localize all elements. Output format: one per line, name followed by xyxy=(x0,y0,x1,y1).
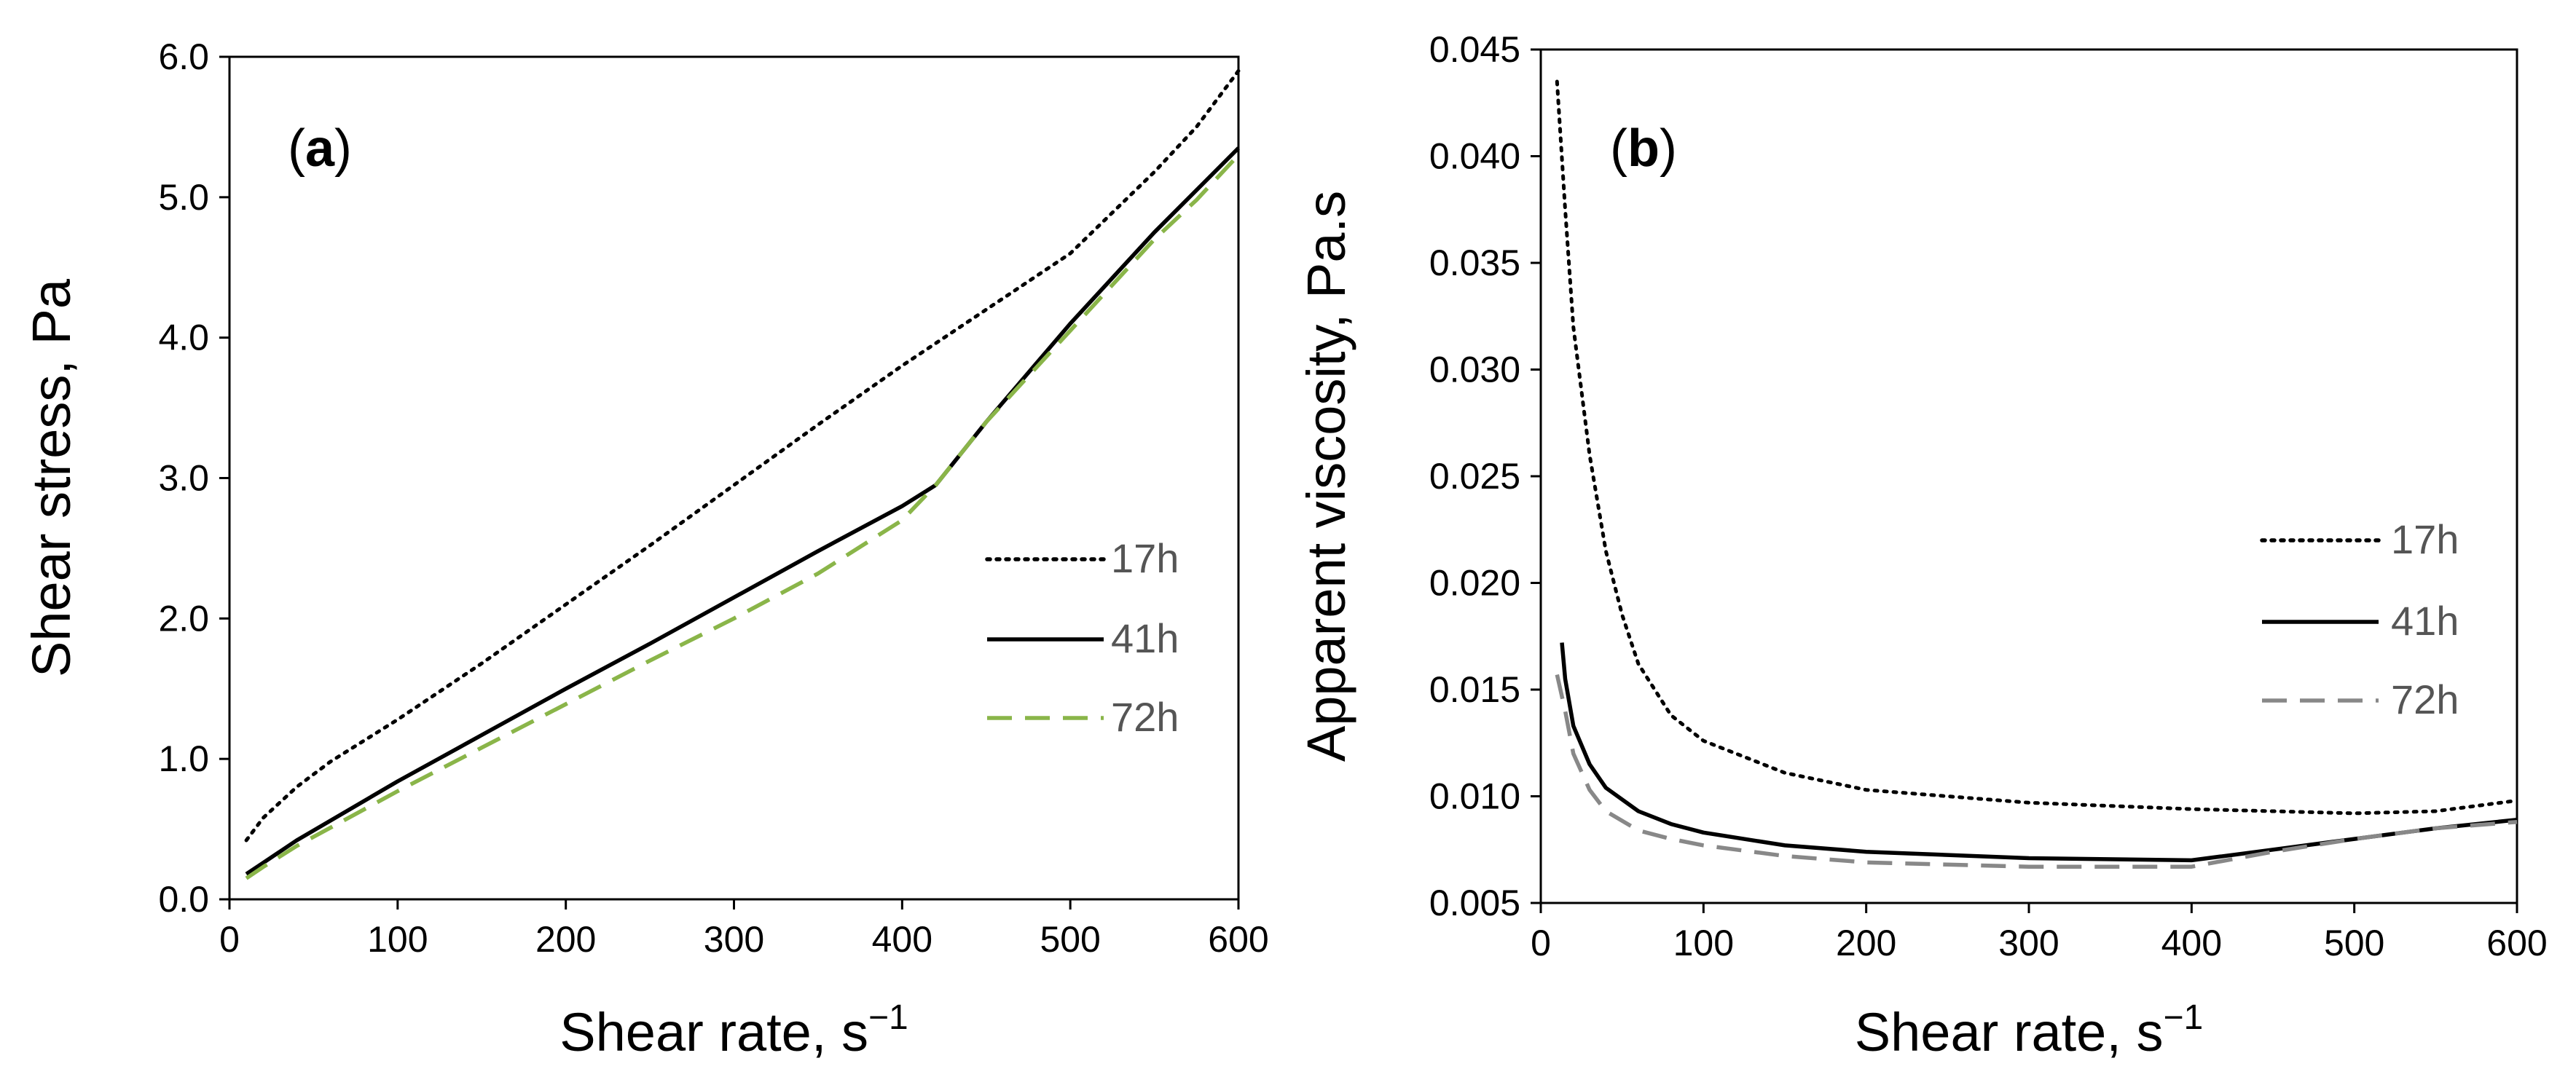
y-tick-label: 0.025 xyxy=(1429,456,1520,497)
y-tick-label: 0.015 xyxy=(1429,669,1520,710)
series-line-72h xyxy=(1555,674,2518,869)
legend-label-72h: 72h xyxy=(1111,694,1179,740)
plot-frame xyxy=(1539,48,2518,904)
panel-label: (b) xyxy=(1610,119,1677,178)
y-axis-label: Apparent viscosity, Pa.s xyxy=(1296,191,1356,762)
series-line-17h xyxy=(1555,79,2519,816)
series-line-41h xyxy=(1560,642,2518,863)
y-tick-label: 0.020 xyxy=(1429,563,1520,604)
x-tick-label: 0 xyxy=(1531,923,1551,963)
x-axis-label: Shear rate, s−1 xyxy=(559,998,908,1062)
plot-frame xyxy=(228,55,1240,901)
legend-label-41h: 41h xyxy=(1111,615,1179,661)
legend-label-17h: 17h xyxy=(1111,535,1179,581)
x-tick-label: 200 xyxy=(535,919,596,960)
legend-label-41h: 41h xyxy=(2391,598,2459,644)
y-tick-label: 2.0 xyxy=(158,598,209,639)
x-tick-label: 600 xyxy=(1208,919,1268,960)
y-tick-label: 4.0 xyxy=(158,317,209,358)
x-tick-label: 300 xyxy=(1998,923,2059,963)
y-tick-label: 0.035 xyxy=(1429,242,1520,283)
x-tick-label: 600 xyxy=(2486,923,2547,963)
y-tick-label: 0.0 xyxy=(158,879,209,920)
y-tick-label: 1.0 xyxy=(158,738,209,779)
series-line-41h xyxy=(245,146,1240,876)
x-tick-label: 500 xyxy=(2324,923,2384,963)
y-tick-label: 0.040 xyxy=(1429,136,1520,177)
x-tick-label: 500 xyxy=(1040,919,1100,960)
x-tick-label: 400 xyxy=(2161,923,2222,963)
panel-label: (a) xyxy=(288,119,352,178)
x-axis-label: Shear rate, s−1 xyxy=(1855,998,2203,1062)
x-tick-label: 400 xyxy=(872,919,932,960)
series-line-17h xyxy=(244,68,1241,843)
y-tick-label: 3.0 xyxy=(158,458,209,499)
x-tick-label: 0 xyxy=(219,919,240,960)
x-tick-label: 100 xyxy=(1673,923,1734,963)
y-tick-label: 0.030 xyxy=(1429,350,1520,390)
x-tick-label: 100 xyxy=(367,919,428,960)
x-tick-label: 300 xyxy=(704,919,764,960)
legend-label-72h: 72h xyxy=(2391,676,2459,722)
series-line-72h xyxy=(245,154,1241,880)
y-tick-label: 0.005 xyxy=(1429,883,1520,923)
y-tick-label: 0.045 xyxy=(1429,29,1520,70)
panel-a-chart: 0 100 200 300 400 500 600 0.0 1.0 2.0 3.0 4.0 5.0 6.0… xyxy=(21,36,1269,1062)
y-tick-label: 5.0 xyxy=(158,177,209,218)
legend-label-17h: 17h xyxy=(2391,516,2459,562)
panel-b-chart: 0 100 200 300 400 500 600 0.005 0.010 0.015 0.020 0… xyxy=(1296,29,2548,1062)
y-tick-label: 0.010 xyxy=(1429,776,1520,817)
x-tick-label: 200 xyxy=(1836,923,1896,963)
y-axis-label: Shear stress, Pa xyxy=(21,278,82,677)
y-tick-label: 6.0 xyxy=(158,36,209,77)
